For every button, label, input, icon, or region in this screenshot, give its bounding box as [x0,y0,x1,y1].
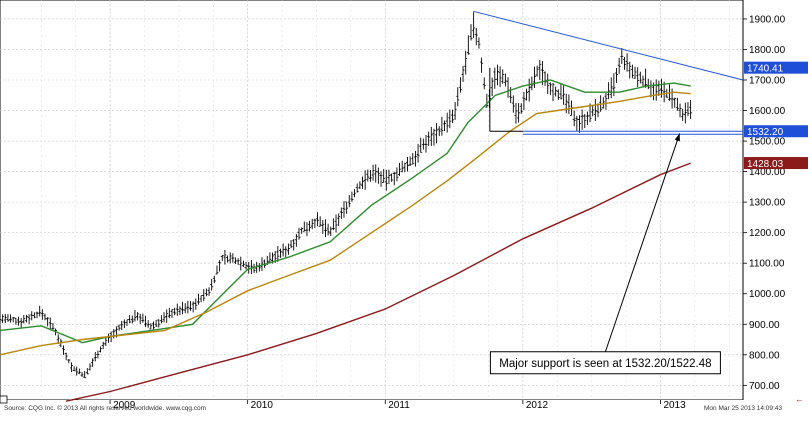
price-label-text: 1428.03 [747,159,784,170]
trendline [473,10,744,81]
y-tick-label: 900.00 [749,320,780,331]
x-axis: 2009 2010 2011 2012 2013 [109,400,686,411]
x-tick-label: 2013 [663,400,686,411]
annotation-arrowhead [674,133,680,142]
timestamp: Mon Mar 25 2013 14:09:43 [704,405,783,412]
moving-average-line [0,79,691,344]
y-tick-label: 1900.00 [749,14,786,25]
annotation-arrow [604,133,681,352]
price-label-box [744,61,808,74]
scroll-handle[interactable] [0,395,8,404]
y-tick-label: 1700.00 [749,76,786,87]
moving-average-line [65,162,691,402]
y-tick-label: 1400.00 [749,167,786,178]
y-tick-label: 1000.00 [749,289,786,300]
moving-average-line [0,91,691,356]
annotation: Major support is seen at 1532.20/1522.48 [489,133,721,375]
x-tick-label: 2011 [388,400,410,411]
moving-averages [0,79,691,402]
trendlines [473,10,744,135]
bottom-bar [0,400,809,421]
price-label-box [744,125,808,138]
price-labels: 1740.41 1532.20 1428.03 [744,61,808,170]
price-label-text: 1532.20 [747,127,784,138]
y-tick-label: 1600.00 [749,106,786,117]
y-tick-label: 1800.00 [749,45,786,56]
y-tick-label: 1500.00 [749,137,786,148]
annotation-text: Major support is seen at 1532.20/1522.48 [499,358,711,370]
y-tick-label: 700.00 [749,381,780,392]
x-tick-label: 2012 [526,400,549,411]
gridlines [0,0,743,400]
x-tick-label: 2009 [113,400,136,411]
y-tick-label: 1200.00 [749,228,786,239]
price-label-box [744,157,808,170]
price-bars [0,12,693,379]
arrow-left-icon[interactable]: ← [795,394,804,404]
y-tick-label: 1100.00 [749,259,785,270]
source-note: Source: CQG Inc. © 2013 All rights reser… [4,405,207,412]
annotation-box [489,351,721,375]
y-tick-label: 1300.00 [749,198,786,209]
y-tick-label: 800.00 [749,350,780,361]
y-axis: 700.00 800.00 900.00 1000.00 1100.00 1200.00 1… [743,14,786,392]
x-tick-label: 2010 [251,400,274,411]
price-label-text: 1740.41 [747,64,784,75]
